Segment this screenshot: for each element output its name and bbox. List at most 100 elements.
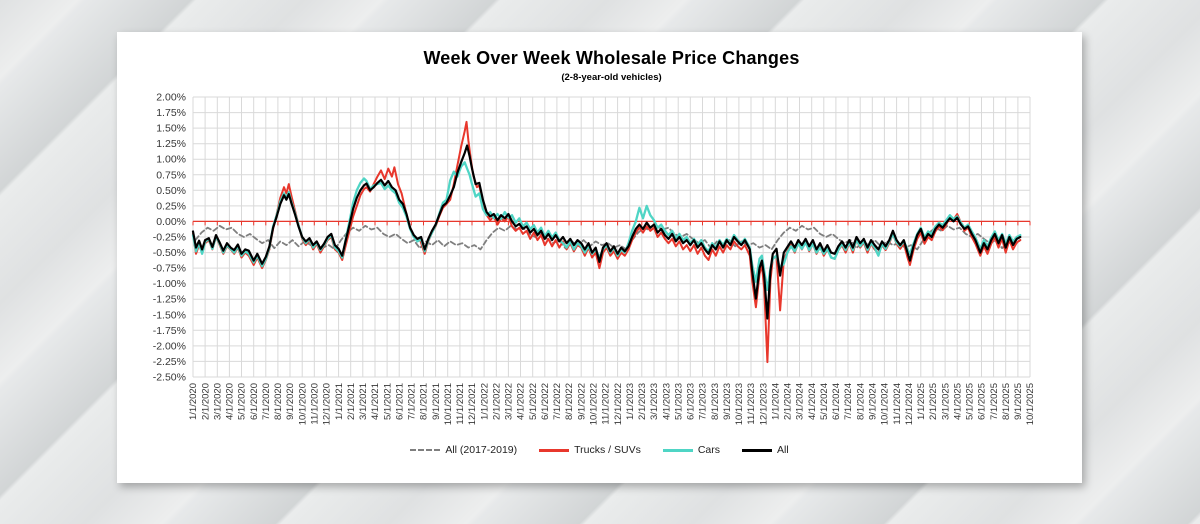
y-axis-labels: 2.00% 1.75% 1.50% 1.25% 1.00% 0.75% 0.50% 0.25%… — [153, 92, 186, 384]
svg-text:9/1/2021: 9/1/2021 — [431, 383, 442, 420]
svg-text:6/1/2024: 6/1/2024 — [831, 383, 842, 420]
legend-sample-black-line-icon — [742, 448, 772, 452]
svg-text:1.75%: 1.75% — [156, 107, 186, 119]
svg-text:2/1/2022: 2/1/2022 — [492, 383, 503, 420]
svg-text:1.00%: 1.00% — [156, 154, 186, 166]
svg-text:10/1/2023: 10/1/2023 — [734, 383, 745, 425]
svg-text:-0.50%: -0.50% — [153, 247, 186, 259]
svg-text:6/1/2022: 6/1/2022 — [540, 383, 551, 420]
svg-text:6/1/2021: 6/1/2021 — [394, 383, 405, 420]
chart-subtitle: (2-8-year-old vehicles) — [561, 72, 662, 83]
svg-text:10/1/2025: 10/1/2025 — [1025, 383, 1036, 425]
svg-text:3/1/2023: 3/1/2023 — [649, 383, 660, 420]
svg-text:4/1/2022: 4/1/2022 — [516, 383, 527, 420]
svg-text:1/1/2025: 1/1/2025 — [916, 383, 927, 420]
series-line-cars — [191, 161, 1022, 292]
zero-axis-line — [192, 220, 1031, 226]
legend-item-trucks-suvs: Trucks / SUVs — [539, 444, 641, 456]
series-line-all — [191, 144, 1022, 320]
chart-legend: All (2017-2019) Trucks / SUVs Cars All — [117, 444, 1082, 456]
svg-text:2/1/2023: 2/1/2023 — [637, 383, 648, 420]
svg-text:0.25%: 0.25% — [156, 200, 186, 212]
svg-text:1/1/2024: 1/1/2024 — [771, 383, 782, 420]
svg-text:4/1/2020: 4/1/2020 — [225, 383, 236, 420]
svg-text:12/1/2024: 12/1/2024 — [904, 383, 915, 425]
svg-text:12/1/2021: 12/1/2021 — [467, 383, 478, 425]
svg-text:8/1/2020: 8/1/2020 — [273, 383, 284, 420]
legend-sample-teal-line-icon — [662, 448, 693, 452]
svg-text:1/1/2023: 1/1/2023 — [625, 383, 636, 420]
svg-text:-1.25%: -1.25% — [153, 294, 186, 306]
svg-text:-2.50%: -2.50% — [153, 372, 186, 384]
svg-text:9/1/2020: 9/1/2020 — [285, 383, 296, 420]
svg-text:9/1/2024: 9/1/2024 — [868, 383, 879, 420]
svg-text:8/1/2022: 8/1/2022 — [564, 383, 575, 420]
legend-label-cars: Cars — [697, 444, 720, 456]
svg-text:10/1/2021: 10/1/2021 — [443, 383, 454, 425]
svg-text:6/1/2020: 6/1/2020 — [249, 383, 260, 420]
svg-text:7/1/2024: 7/1/2024 — [843, 383, 854, 420]
svg-text:-1.75%: -1.75% — [153, 325, 186, 337]
svg-text:-2.00%: -2.00% — [153, 340, 186, 352]
legend-label-all: All — [777, 444, 789, 456]
svg-text:2/1/2025: 2/1/2025 — [928, 383, 939, 420]
svg-text:5/1/2021: 5/1/2021 — [382, 383, 393, 420]
svg-text:3/1/2020: 3/1/2020 — [213, 383, 224, 420]
svg-text:10/1/2022: 10/1/2022 — [589, 383, 600, 425]
legend-item-all: All — [742, 444, 789, 456]
chart-card: Week Over Week Wholesale Price Changes (… — [117, 32, 1082, 483]
svg-text:6/1/2023: 6/1/2023 — [686, 383, 697, 420]
svg-text:-1.50%: -1.50% — [153, 309, 186, 321]
svg-text:1.50%: 1.50% — [156, 123, 186, 135]
svg-text:5/1/2022: 5/1/2022 — [528, 383, 539, 420]
svg-text:9/1/2023: 9/1/2023 — [722, 383, 733, 420]
svg-text:7/1/2021: 7/1/2021 — [407, 383, 418, 420]
svg-text:3/1/2021: 3/1/2021 — [358, 383, 369, 420]
svg-text:2/1/2021: 2/1/2021 — [346, 383, 357, 420]
svg-text:7/1/2022: 7/1/2022 — [552, 383, 563, 420]
svg-text:5/1/2024: 5/1/2024 — [819, 383, 830, 420]
svg-text:2/1/2020: 2/1/2020 — [200, 383, 211, 420]
svg-text:12/1/2023: 12/1/2023 — [758, 383, 769, 425]
svg-text:0.50%: 0.50% — [156, 185, 186, 197]
svg-text:9/1/2025: 9/1/2025 — [1013, 383, 1024, 420]
svg-text:5/1/2025: 5/1/2025 — [965, 383, 976, 420]
svg-text:1/1/2021: 1/1/2021 — [334, 383, 345, 420]
chart-plot: 2.00% 1.75% 1.50% 1.25% 1.00% 0.75% 0.50% 0.25%… — [153, 92, 1036, 426]
svg-text:1/1/2020: 1/1/2020 — [188, 383, 199, 420]
legend-label-all-2017-2019: All (2017-2019) — [445, 444, 518, 456]
svg-text:3/1/2022: 3/1/2022 — [504, 383, 515, 420]
svg-text:11/1/2021: 11/1/2021 — [455, 383, 466, 425]
svg-text:1/1/2022: 1/1/2022 — [479, 383, 490, 420]
svg-text:8/1/2025: 8/1/2025 — [1001, 383, 1012, 420]
svg-text:-1.00%: -1.00% — [153, 278, 186, 290]
svg-text:-0.25%: -0.25% — [153, 232, 186, 244]
svg-text:2/1/2024: 2/1/2024 — [783, 383, 794, 420]
svg-text:0.00%: 0.00% — [156, 216, 186, 228]
svg-text:12/1/2020: 12/1/2020 — [322, 383, 333, 425]
svg-text:8/1/2023: 8/1/2023 — [710, 383, 721, 420]
legend-sample-red-line-icon — [539, 448, 570, 452]
svg-text:9/1/2022: 9/1/2022 — [576, 383, 587, 420]
svg-text:-2.25%: -2.25% — [153, 356, 186, 368]
svg-text:11/1/2022: 11/1/2022 — [601, 383, 612, 425]
svg-text:4/1/2025: 4/1/2025 — [952, 383, 963, 420]
legend-item-cars: Cars — [662, 444, 720, 456]
svg-text:2.00%: 2.00% — [156, 92, 186, 104]
svg-text:8/1/2021: 8/1/2021 — [419, 383, 430, 420]
svg-text:11/1/2020: 11/1/2020 — [310, 383, 321, 425]
legend-item-all-2017-2019: All (2017-2019) — [410, 444, 517, 456]
svg-text:3/1/2025: 3/1/2025 — [940, 383, 951, 420]
svg-text:5/1/2023: 5/1/2023 — [673, 383, 684, 420]
series-lines — [191, 120, 1022, 364]
legend-sample-dashed-line-icon — [410, 449, 441, 451]
svg-text:0.75%: 0.75% — [156, 169, 186, 181]
gridlines — [192, 96, 1031, 378]
svg-text:8/1/2024: 8/1/2024 — [855, 383, 866, 420]
svg-text:10/1/2020: 10/1/2020 — [297, 383, 308, 425]
svg-text:7/1/2020: 7/1/2020 — [261, 383, 272, 420]
svg-text:4/1/2021: 4/1/2021 — [370, 383, 381, 420]
svg-text:4/1/2023: 4/1/2023 — [661, 383, 672, 420]
svg-text:11/1/2023: 11/1/2023 — [746, 383, 757, 425]
svg-text:7/1/2023: 7/1/2023 — [698, 383, 709, 420]
